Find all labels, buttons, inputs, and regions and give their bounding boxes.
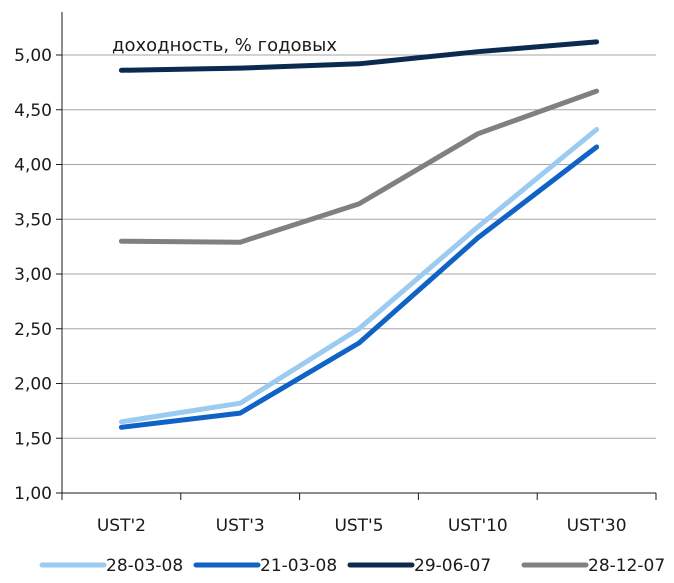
x-tick-label: UST'30 <box>567 516 627 536</box>
series-line-29-06-07 <box>118 39 600 73</box>
series-line-28-03-08 <box>118 127 600 425</box>
legend-label: 28-12-07 <box>588 556 665 576</box>
y-tick-label: 4,00 <box>14 156 52 176</box>
y-tick-label: 2,00 <box>14 375 52 395</box>
y-tick-label: 1,50 <box>14 429 52 449</box>
label-layer: 1,00 1,50 2,00 2,50 3,00 3,50 4,00 4,50 5,00 UST'… <box>14 46 626 536</box>
legend-label: 21-03-08 <box>260 556 337 576</box>
x-tick-label: UST'3 <box>216 516 265 536</box>
series-line-21-03-08 <box>118 144 600 430</box>
y-tick-label: 4,50 <box>14 101 52 121</box>
legend-label: 29-06-07 <box>414 556 491 576</box>
y-tick-label: 3,50 <box>14 210 52 230</box>
chart-title: доходность, % годовых <box>112 35 337 56</box>
axis-layer <box>56 12 657 500</box>
x-tick-label: UST'2 <box>97 516 146 536</box>
legend: 28-03-08 21-03-08 29-06-07 28-12-07 <box>39 556 665 576</box>
y-tick-label: 2,50 <box>14 320 52 340</box>
x-tick-label: UST'10 <box>448 516 508 536</box>
series-line-28-12-07 <box>118 88 600 245</box>
x-tick-label: UST'5 <box>334 516 383 536</box>
series-layer <box>118 39 600 430</box>
y-tick-label: 1,00 <box>14 484 52 504</box>
grid-layer <box>62 54 656 439</box>
y-tick-label: 5,00 <box>14 46 52 66</box>
legend-label: 28-03-08 <box>106 556 183 576</box>
y-tick-label: 3,00 <box>14 265 52 285</box>
